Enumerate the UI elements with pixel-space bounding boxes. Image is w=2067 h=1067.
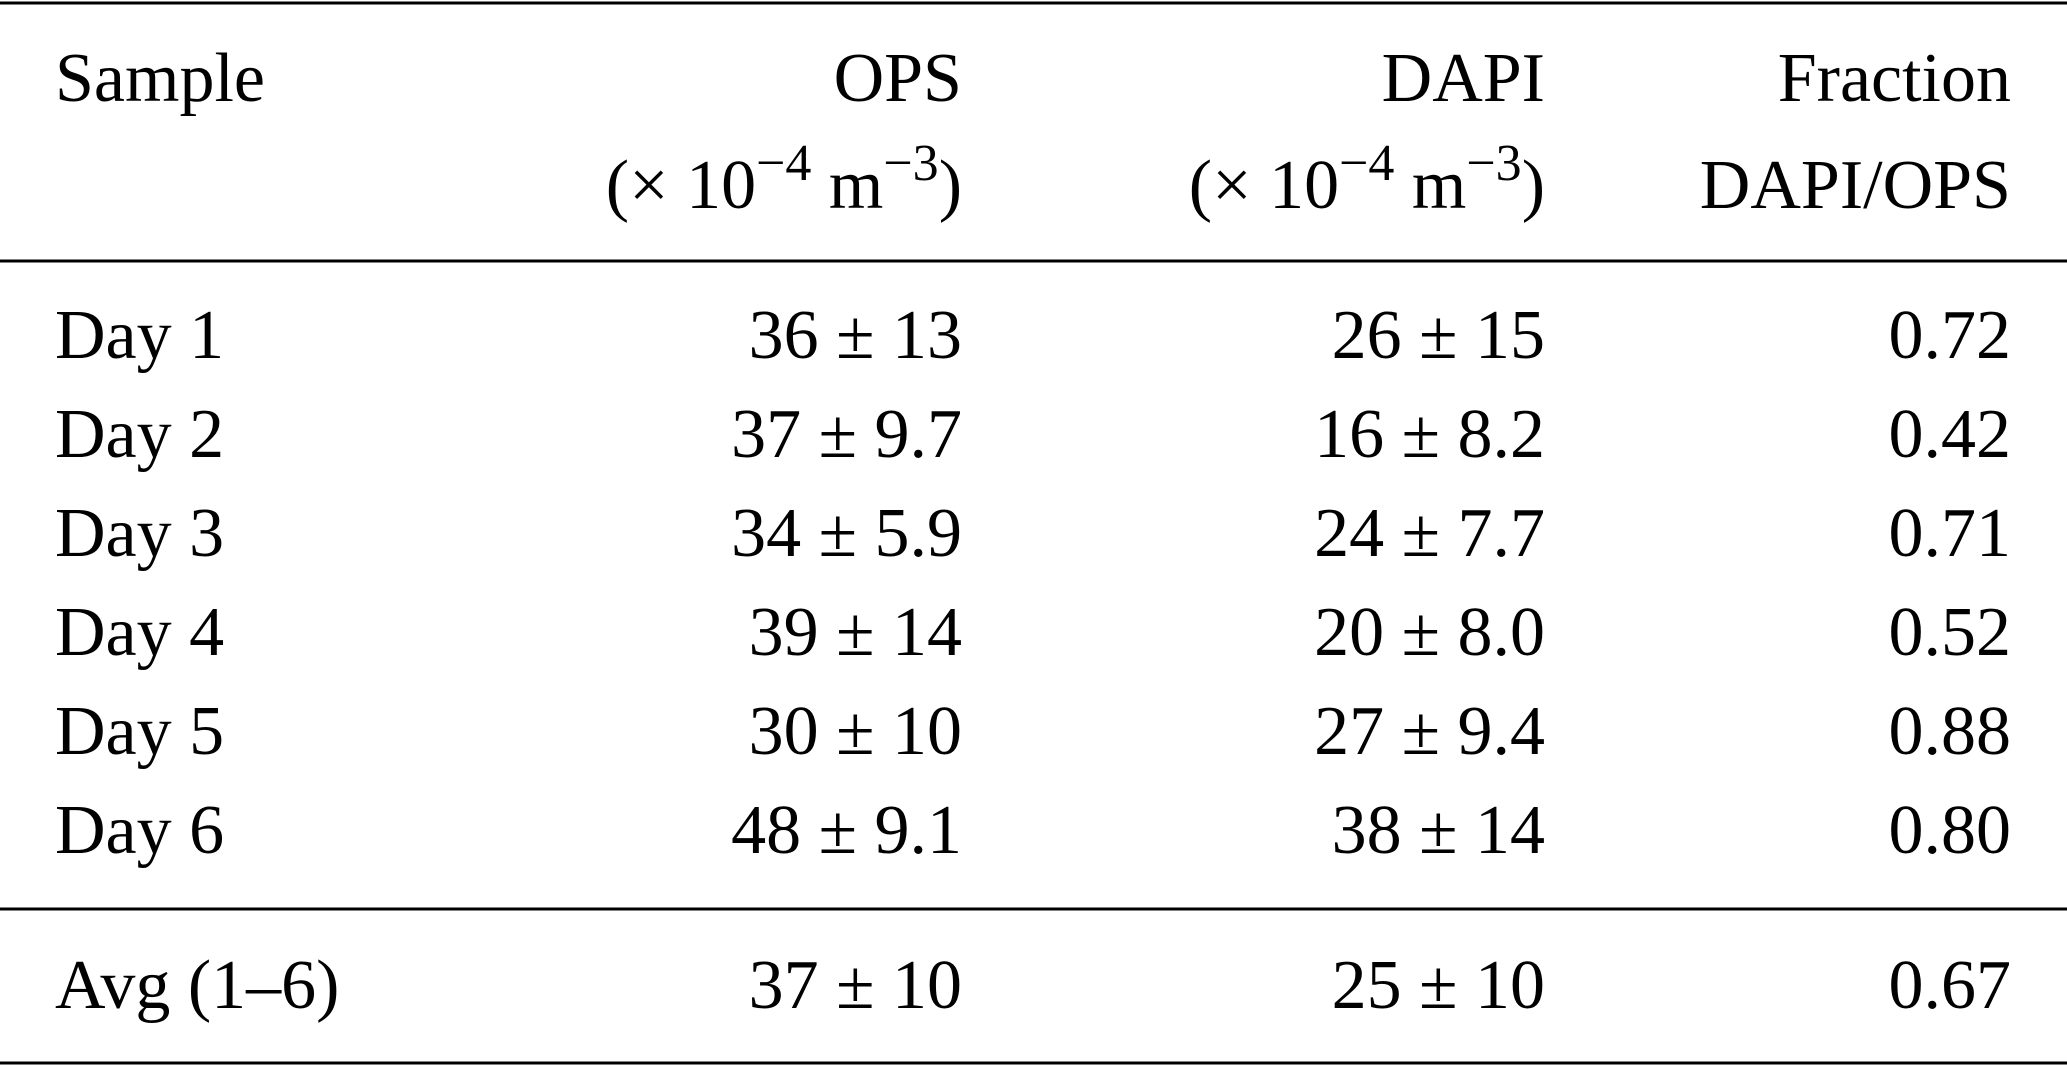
cell: 38 ± 14 [1332,792,1545,869]
cell: 0.42 [1889,396,2012,473]
header-subtitle: DAPI/OPS [1700,147,2011,224]
unit-text: ) [1522,147,1545,224]
summary-label: Avg (1–6) [55,947,339,1024]
header-unit: (× 10−4 m−3) [606,135,962,224]
unit-text: (× 10 [1189,147,1339,224]
row-label: Day 4 [55,594,224,671]
cell: 20 ± 8.0 [1314,594,1545,671]
row-label: Day 3 [55,495,224,572]
cell: 0.80 [1889,792,2012,869]
cell: 48 ± 9.1 [731,792,962,869]
row-label: Day 1 [55,297,224,374]
cell: 34 ± 5.9 [731,495,962,572]
summary-cell: 25 ± 10 [1332,947,1545,1024]
cell: 0.52 [1889,594,2012,671]
unit-exponent: −3 [1466,135,1521,192]
header-title: OPS [834,40,962,117]
cell: 0.71 [1889,495,2012,572]
cell: 39 ± 14 [749,594,962,671]
cell: 36 ± 13 [749,297,962,374]
cell: 30 ± 10 [749,693,962,770]
cell: 37 ± 9.7 [731,396,962,473]
header-title: DAPI [1382,40,1545,117]
unit-text: ) [939,147,962,224]
header-title: Sample [55,40,265,117]
summary-cell: 37 ± 10 [749,947,962,1024]
header-unit: (× 10−4 m−3) [1189,135,1545,224]
cell: 24 ± 7.7 [1314,495,1545,572]
cell: 0.72 [1889,297,2012,374]
row-label: Day 6 [55,792,224,869]
unit-text: m [811,147,883,224]
row-label: Day 2 [55,396,224,473]
cell: 16 ± 8.2 [1314,396,1545,473]
unit-exponent: −4 [756,135,811,192]
unit-exponent: −3 [883,135,938,192]
unit-text: (× 10 [606,147,756,224]
cell: 27 ± 9.4 [1314,693,1545,770]
summary-cell: 0.67 [1889,947,2012,1024]
header-title: Fraction [1778,40,2011,117]
cell: 26 ± 15 [1332,297,1545,374]
unit-exponent: −4 [1339,135,1394,192]
row-label: Day 5 [55,693,224,770]
unit-text: m [1394,147,1466,224]
cell: 0.88 [1889,693,2012,770]
